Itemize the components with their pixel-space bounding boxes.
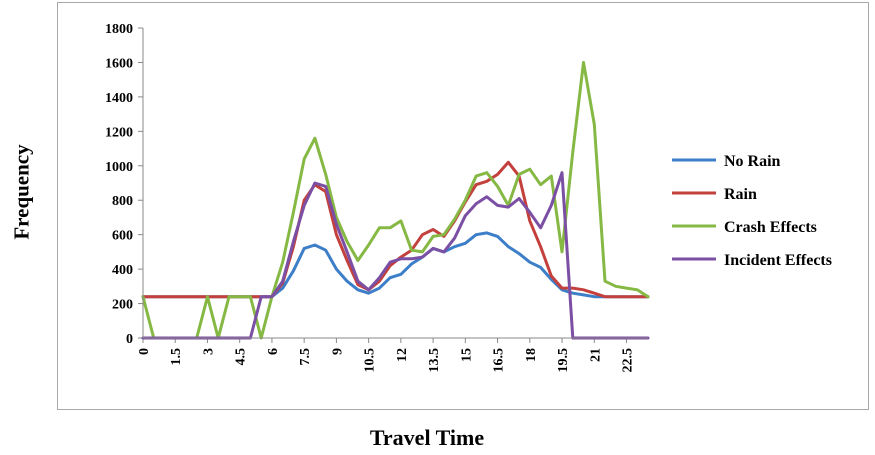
series-line-incident-effects [143, 173, 648, 338]
y-tick-label: 1400 [105, 91, 133, 106]
y-axis-ticks: 0 200 400 600 800 1000 1200 1400 1600 1800 [105, 22, 143, 347]
x-tick-label: 7.5 [298, 348, 313, 366]
y-tick-label: 0 [126, 332, 133, 347]
x-tick-label: 0 [137, 348, 152, 355]
x-tick-label: 13.5 [427, 348, 442, 373]
y-tick-label: 600 [112, 229, 133, 244]
y-tick-label: 1000 [105, 160, 133, 175]
y-tick-label: 400 [112, 263, 133, 278]
series-lines [143, 62, 648, 338]
x-tick-label: 19.5 [556, 348, 571, 373]
legend: No Rain Rain Crash Effects Incident Effects [672, 153, 832, 269]
x-tick-label: 1.5 [169, 348, 184, 366]
x-tick-label: 18 [524, 348, 539, 362]
y-tick-label: 1600 [105, 56, 133, 71]
legend-label-no-rain: No Rain [724, 153, 781, 170]
x-tick-label: 10.5 [363, 348, 378, 373]
y-tick-label: 1800 [105, 22, 133, 37]
y-tick-label: 800 [112, 194, 133, 209]
y-tick-label: 1200 [105, 125, 133, 140]
y-tick-label: 200 [112, 298, 133, 313]
x-tick-label: 4.5 [234, 348, 249, 366]
legend-label-crash-effects: Crash Effects [724, 219, 817, 236]
x-tick-label: 3 [201, 348, 216, 355]
x-tick-label: 22.5 [621, 348, 636, 373]
x-axis-ticks: 0 1.5 3 4.5 6 7.5 9 10.5 12 13.5 15 16.5 18 19.5 21 22.… [137, 338, 636, 373]
y-axis-label: Frequency [10, 144, 35, 239]
x-tick-label: 12 [395, 348, 410, 362]
x-tick-label: 6 [266, 348, 281, 355]
x-tick-label: 21 [588, 348, 603, 362]
x-tick-label: 16.5 [492, 348, 507, 373]
x-tick-label: 15 [459, 348, 474, 362]
x-tick-label: 9 [330, 348, 345, 355]
legend-label-rain: Rain [724, 186, 757, 203]
x-axis-label: Travel Time [370, 425, 484, 451]
legend-label-incident-effects: Incident Effects [724, 252, 832, 269]
